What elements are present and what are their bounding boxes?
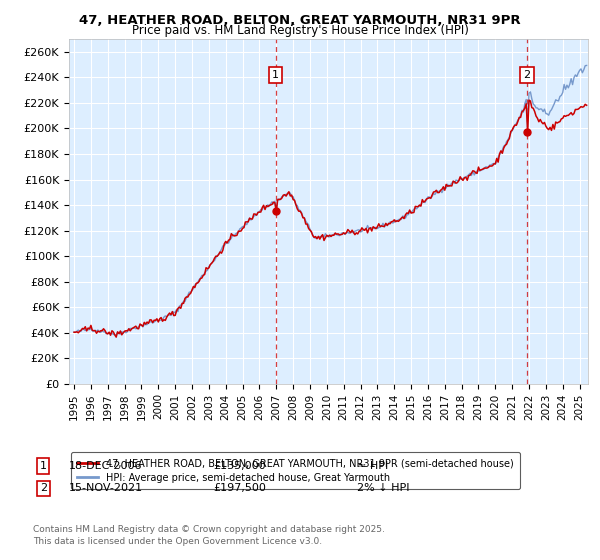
Text: £197,500: £197,500 bbox=[213, 483, 266, 493]
Text: 1: 1 bbox=[40, 461, 47, 471]
Text: Contains HM Land Registry data © Crown copyright and database right 2025.
This d: Contains HM Land Registry data © Crown c… bbox=[33, 525, 385, 546]
Text: 2: 2 bbox=[523, 70, 530, 80]
Text: 18-DEC-2006: 18-DEC-2006 bbox=[69, 461, 143, 471]
Text: 47, HEATHER ROAD, BELTON, GREAT YARMOUTH, NR31 9PR: 47, HEATHER ROAD, BELTON, GREAT YARMOUTH… bbox=[79, 14, 521, 27]
Legend: 47, HEATHER ROAD, BELTON, GREAT YARMOUTH, NR31 9PR (semi-detached house), HPI: A: 47, HEATHER ROAD, BELTON, GREAT YARMOUTH… bbox=[71, 452, 520, 489]
Text: ≈ HPI: ≈ HPI bbox=[357, 461, 388, 471]
Text: 2% ↓ HPI: 2% ↓ HPI bbox=[357, 483, 409, 493]
Text: Price paid vs. HM Land Registry's House Price Index (HPI): Price paid vs. HM Land Registry's House … bbox=[131, 24, 469, 37]
Text: 2: 2 bbox=[40, 483, 47, 493]
Text: £135,000: £135,000 bbox=[213, 461, 266, 471]
Text: 15-NOV-2021: 15-NOV-2021 bbox=[69, 483, 143, 493]
Text: 1: 1 bbox=[272, 70, 279, 80]
